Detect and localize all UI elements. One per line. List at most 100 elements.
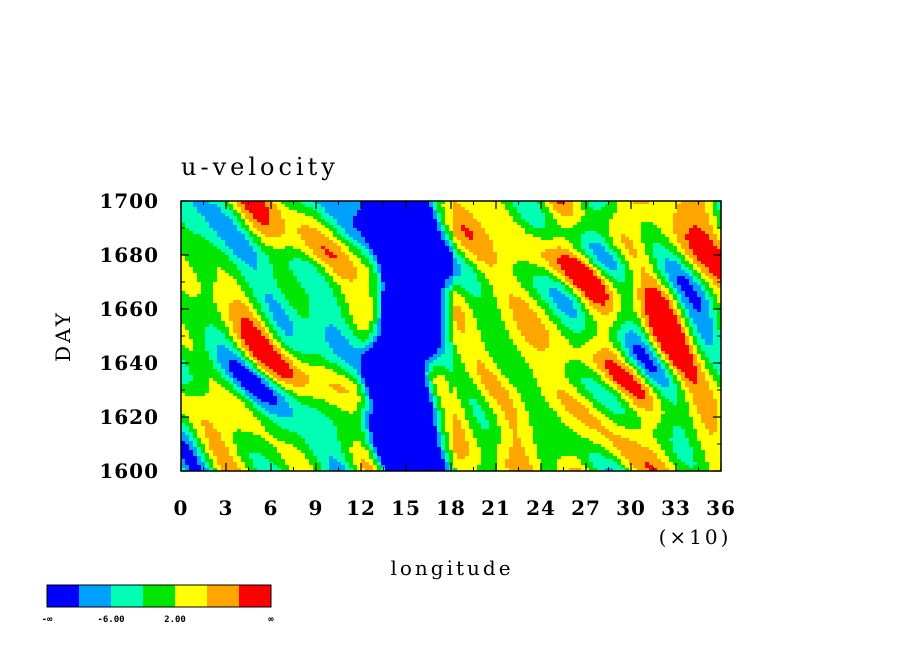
heatmap-cell — [421, 300, 426, 304]
heatmap-cell — [493, 249, 498, 253]
heatmap-cell — [697, 240, 702, 244]
heatmap-cell — [297, 285, 302, 289]
heatmap-cell — [433, 243, 438, 247]
heatmap-cell — [309, 213, 314, 217]
heatmap-cell — [249, 252, 254, 256]
heatmap-cell — [405, 204, 410, 208]
heatmap-cell — [341, 204, 346, 208]
heatmap-cell — [189, 303, 194, 307]
heatmap-cell — [569, 285, 574, 289]
heatmap-cell — [457, 231, 462, 235]
heatmap-cell — [433, 258, 438, 262]
heatmap-cell — [389, 279, 394, 283]
heatmap-cell — [393, 225, 398, 229]
heatmap-cell — [645, 294, 650, 298]
heatmap-cell — [485, 210, 490, 214]
heatmap-cell — [713, 267, 718, 271]
heatmap-cell — [261, 252, 266, 256]
heatmap-cell — [369, 249, 374, 253]
heatmap-cell — [373, 246, 378, 250]
heatmap-cell — [573, 243, 578, 247]
heatmap-cell — [197, 237, 202, 241]
heatmap-cell — [581, 273, 586, 277]
heatmap-cell — [369, 237, 374, 241]
heatmap-cell — [685, 207, 690, 211]
heatmap-cell — [297, 231, 302, 235]
heatmap-cell — [657, 240, 662, 244]
heatmap-cell — [373, 306, 378, 310]
heatmap-cell — [633, 258, 638, 262]
heatmap-cell — [553, 294, 558, 298]
heatmap-cell — [193, 207, 198, 211]
heatmap-cell — [353, 279, 358, 283]
heatmap-cell — [285, 207, 290, 211]
heatmap-cell — [405, 294, 410, 298]
heatmap-cell — [253, 246, 258, 250]
heatmap-cell — [517, 309, 522, 313]
heatmap-cell — [433, 267, 438, 271]
heatmap-cell — [601, 201, 606, 205]
heatmap-cell — [653, 219, 658, 223]
heatmap-cell — [713, 213, 718, 217]
heatmap-cell — [685, 270, 690, 274]
heatmap-cell — [385, 276, 390, 280]
heatmap-cell — [321, 210, 326, 214]
heatmap-cell — [529, 282, 534, 286]
heatmap-cell — [581, 294, 586, 298]
heatmap-cell — [685, 243, 690, 247]
heatmap-cell — [205, 213, 210, 217]
heatmap-cell — [445, 252, 450, 256]
heatmap-cell — [501, 273, 506, 277]
heatmap-cell — [209, 249, 214, 253]
heatmap-cell — [601, 276, 606, 280]
heatmap-cell — [537, 231, 542, 235]
heatmap-cell — [229, 294, 234, 298]
heatmap-cell — [201, 258, 206, 262]
heatmap-cell — [285, 246, 290, 250]
heatmap-cell — [605, 273, 610, 277]
heatmap-cell — [301, 249, 306, 253]
heatmap-cell — [381, 309, 386, 313]
heatmap-cell — [665, 207, 670, 211]
heatmap-cell — [189, 204, 194, 208]
heatmap-cell — [681, 228, 686, 232]
heatmap-cell — [457, 270, 462, 274]
heatmap-cell — [337, 249, 342, 253]
heatmap-cell — [221, 273, 226, 277]
heatmap-cell — [653, 228, 658, 232]
heatmap-cell — [481, 249, 486, 253]
heatmap-cell — [501, 258, 506, 262]
heatmap-cell — [641, 204, 646, 208]
heatmap-cell — [261, 234, 266, 238]
heatmap-cell — [217, 204, 222, 208]
heatmap-cell — [381, 213, 386, 217]
heatmap-cell — [357, 273, 362, 277]
heatmap-cell — [457, 264, 462, 268]
heatmap-cell — [365, 258, 370, 262]
heatmap-cell — [353, 294, 358, 298]
heatmap-cell — [465, 234, 470, 238]
heatmap-cell — [677, 201, 682, 205]
heatmap-cell — [253, 294, 258, 298]
heatmap-cell — [333, 276, 338, 280]
heatmap-cell — [673, 273, 678, 277]
heatmap-cell — [205, 273, 210, 277]
heatmap-cell — [469, 228, 474, 232]
heatmap-cell — [537, 294, 542, 298]
heatmap-cell — [333, 201, 338, 205]
heatmap-cell — [285, 309, 290, 313]
heatmap-cell — [229, 291, 234, 295]
heatmap-cell — [285, 201, 290, 205]
heatmap-cell — [341, 288, 346, 292]
heatmap-cell — [281, 240, 286, 244]
heatmap-cell — [197, 243, 202, 247]
heatmap-cell — [693, 237, 698, 241]
heatmap-cell — [473, 243, 478, 247]
heatmap-cell — [665, 270, 670, 274]
heatmap-cell — [461, 228, 466, 232]
heatmap-cell — [341, 249, 346, 253]
heatmap-cell — [481, 243, 486, 247]
heatmap-cell — [413, 213, 418, 217]
heatmap-cell — [377, 294, 382, 298]
heatmap-cell — [281, 270, 286, 274]
